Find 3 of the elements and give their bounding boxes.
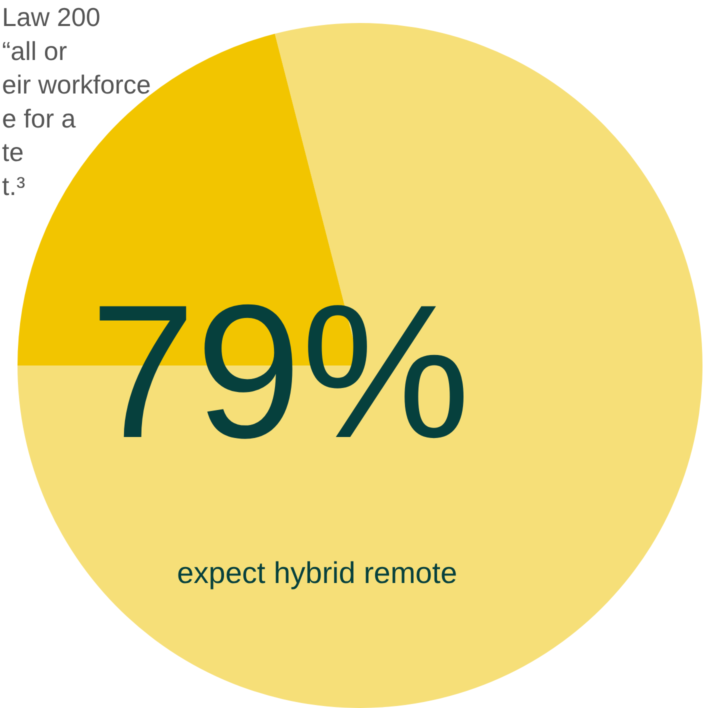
slice-label: expect hybrid remote bbox=[177, 557, 458, 590]
text: Law 200 “all or eir workforce e for a te t.³ bbox=[2, 2, 151, 201]
data-label: 79% bbox=[90, 266, 470, 478]
